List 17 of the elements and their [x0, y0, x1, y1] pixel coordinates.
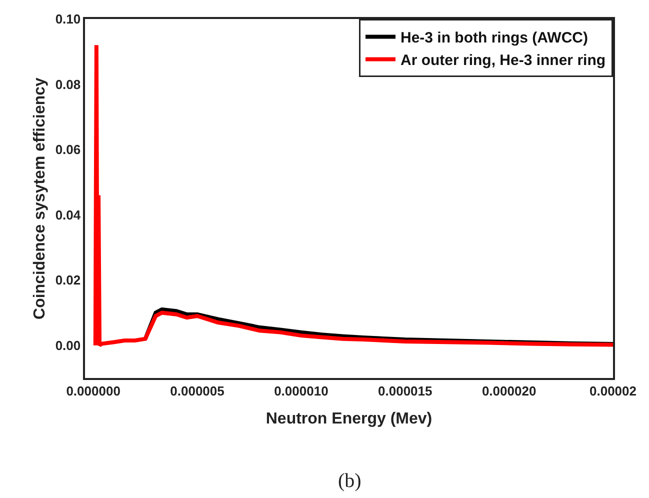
x-tick-label: 0.00002 — [590, 383, 636, 398]
y-tick-label: 0.00 — [55, 338, 81, 353]
x-tick-label: 0.000000 — [66, 383, 120, 398]
x-tick-label: 0.000015 — [378, 383, 432, 398]
x-tick-label: 0.000005 — [170, 383, 224, 398]
y-tick-label: 0.10 — [55, 12, 81, 27]
x-tick-label: 0.000010 — [274, 383, 328, 398]
x-tick-label: 0.000020 — [482, 383, 536, 398]
legend-label: He-3 in both rings (AWCC) — [400, 30, 588, 47]
legend-label: Ar outer ring, He-3 inner ring — [400, 52, 606, 70]
y-tick-label: 0.08 — [55, 76, 81, 92]
x-axis-title: Neutron Energy (Mev) — [266, 410, 432, 428]
text: (b) — [338, 470, 362, 492]
y-tick-label: 0.04 — [55, 207, 82, 222]
y-axis-title: Coincidence sysytem efficiency — [32, 77, 49, 320]
y-tick-label: 0.02 — [55, 272, 81, 288]
y-tick-label: 0.06 — [55, 142, 81, 158]
